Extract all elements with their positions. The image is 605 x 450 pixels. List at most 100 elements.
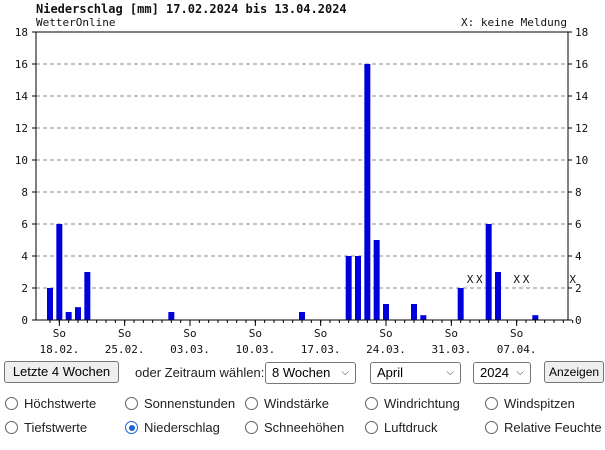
x-tick-date: 24.03. xyxy=(366,343,406,356)
x-tick-date: 07.04. xyxy=(497,343,537,356)
missing-marker: X xyxy=(569,273,576,286)
chart-bars xyxy=(47,64,539,320)
y-tick-label: 8 xyxy=(575,186,582,199)
precip-bar xyxy=(84,272,91,320)
radio-unchecked-icon[interactable] xyxy=(245,421,258,435)
chart-title: Niederschlag [mm] 17.02.2024 bis 13.04.2… xyxy=(36,2,347,16)
radio-label: Windrichtung xyxy=(384,396,460,411)
y-tick-label: 6 xyxy=(21,218,28,231)
precip-bar xyxy=(485,224,492,320)
x-tick-date: 10.03. xyxy=(235,343,275,356)
x-tick-weekday: So xyxy=(510,327,523,340)
radio-label: Windstärke xyxy=(264,396,330,411)
y-tick-label: 4 xyxy=(21,250,28,263)
chart-grid xyxy=(36,63,568,289)
y-tick-label: 16 xyxy=(15,58,28,71)
radio-unchecked-icon[interactable] xyxy=(5,421,18,435)
radio-option[interactable]: Niederschlag xyxy=(125,419,220,437)
year-select[interactable]: 2024 ⌵ xyxy=(473,362,531,384)
radio-checked-icon[interactable] xyxy=(125,421,138,435)
precip-bar xyxy=(299,312,305,320)
x-axis: So 18.02. So 25.02. So 03.03. So 10.03. So 17.03.… xyxy=(39,320,574,356)
y-tick-label: 0 xyxy=(575,314,582,327)
precip-bar xyxy=(345,256,352,320)
period-select[interactable]: 8 Wochen ⌵ xyxy=(265,362,356,384)
y-axis-right: 0 2 4 6 8 10 12 14 16 18 xyxy=(568,26,589,327)
y-tick-label: 8 xyxy=(21,186,28,199)
x-tick-weekday: So xyxy=(118,327,131,340)
radio-option[interactable]: Relative Feuchte xyxy=(485,419,602,437)
missing-marker: X xyxy=(476,273,483,286)
y-tick-label: 2 xyxy=(575,282,582,295)
year-value: 2024 xyxy=(480,365,509,380)
y-tick-label: 2 xyxy=(21,282,28,295)
radio-label: Windspitzen xyxy=(504,396,575,411)
precip-bar xyxy=(65,312,72,320)
x-tick-weekday: So xyxy=(379,327,392,340)
month-select[interactable]: April ⌵ xyxy=(370,362,461,384)
period-value: 8 Wochen xyxy=(272,365,331,380)
controls-row: Letzte 4 Wochen oder Zeitraum wählen: 8 … xyxy=(0,361,605,385)
radio-unchecked-icon[interactable] xyxy=(365,421,378,435)
precip-bar xyxy=(373,240,380,320)
x-tick-date: 25.02. xyxy=(105,343,145,356)
precip-bar xyxy=(495,272,501,320)
chart-source: WetterOnline xyxy=(36,16,115,29)
y-tick-label: 12 xyxy=(15,122,28,135)
precip-bar xyxy=(355,256,361,320)
precip-bar xyxy=(532,315,539,320)
precip-bar xyxy=(383,304,389,320)
x-tick-date: 31.03. xyxy=(431,343,471,356)
radio-unchecked-icon[interactable] xyxy=(365,397,378,411)
precip-bar xyxy=(168,312,175,320)
x-tick-weekday: So xyxy=(445,327,458,340)
y-tick-label: 18 xyxy=(575,26,588,39)
x-tick-weekday: So xyxy=(249,327,262,340)
radio-label: Relative Feuchte xyxy=(504,420,602,435)
chevron-down-icon: ⌵ xyxy=(516,367,524,378)
chart-note: X: keine Meldung xyxy=(461,16,567,29)
radio-option[interactable]: Sonnenstunden xyxy=(125,395,235,413)
y-axis-left: 0 2 4 6 8 10 12 14 16 18 xyxy=(15,26,36,327)
chevron-down-icon: ⌵ xyxy=(446,367,454,378)
precip-bar xyxy=(47,288,53,320)
radio-label: Höchstwerte xyxy=(24,396,97,411)
radio-label: Sonnenstunden xyxy=(144,396,236,411)
x-tick-weekday: So xyxy=(314,327,327,340)
radio-option[interactable]: Windrichtung xyxy=(365,395,460,413)
y-tick-label: 10 xyxy=(15,154,28,167)
radio-label: Niederschlag xyxy=(144,420,220,435)
last-4-weeks-button[interactable]: Letzte 4 Wochen xyxy=(4,361,119,383)
missing-marker: X xyxy=(523,273,530,286)
missing-marker: X xyxy=(513,273,520,286)
radio-unchecked-icon[interactable] xyxy=(485,397,498,411)
month-value: April xyxy=(377,365,404,380)
radio-option[interactable]: Windstärke xyxy=(245,395,329,413)
show-button[interactable]: Anzeigen xyxy=(544,361,604,383)
precipitation-chart: Niederschlag [mm] 17.02.2024 bis 13.04.2… xyxy=(15,2,589,356)
chevron-down-icon: ⌵ xyxy=(341,367,349,378)
y-tick-label: 14 xyxy=(15,90,29,103)
radio-unchecked-icon[interactable] xyxy=(125,397,138,411)
radio-label: Schneehöhen xyxy=(264,420,345,435)
y-tick-label: 12 xyxy=(575,122,588,135)
precip-bar xyxy=(75,307,81,320)
radio-label: Luftdruck xyxy=(384,420,438,435)
radio-option[interactable]: Windspitzen xyxy=(485,395,575,413)
y-tick-label: 14 xyxy=(575,90,589,103)
precip-bar xyxy=(56,224,63,320)
radio-unchecked-icon[interactable] xyxy=(485,421,498,435)
x-tick-weekday: So xyxy=(183,327,196,340)
radio-option[interactable]: Schneehöhen xyxy=(245,419,344,437)
radio-option[interactable]: Luftdruck xyxy=(365,419,437,437)
precip-bar xyxy=(457,288,464,320)
radio-unchecked-icon[interactable] xyxy=(5,397,18,411)
precip-bar xyxy=(411,304,417,320)
radio-option[interactable]: Tiefstwerte xyxy=(5,419,87,437)
radio-unchecked-icon[interactable] xyxy=(245,397,258,411)
y-tick-label: 18 xyxy=(15,26,28,39)
radio-option[interactable]: Höchstwerte xyxy=(5,395,96,413)
missing-marker: X xyxy=(467,273,474,286)
precip-bar xyxy=(364,64,371,320)
